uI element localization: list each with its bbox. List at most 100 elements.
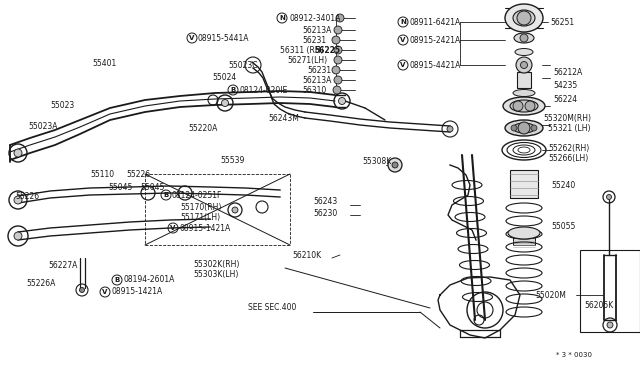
Circle shape [339, 97, 346, 105]
Bar [580, 250, 640, 332]
Text: 55303K(LH): 55303K(LH) [193, 270, 238, 279]
Circle shape [334, 56, 342, 64]
Text: 56271(LH): 56271(LH) [287, 55, 327, 64]
Text: 56231: 56231 [307, 65, 331, 74]
Text: V: V [189, 35, 195, 41]
Text: 55302K(RH): 55302K(RH) [193, 260, 239, 269]
Text: 08915-4421A: 08915-4421A [409, 61, 460, 70]
Text: 08124-020IE: 08124-020IE [239, 86, 287, 94]
Text: 55023A: 55023A [28, 122, 58, 131]
Circle shape [332, 66, 340, 74]
Text: 56205K: 56205K [584, 301, 613, 310]
Circle shape [520, 61, 527, 68]
Circle shape [334, 76, 342, 84]
Circle shape [388, 158, 402, 172]
Circle shape [607, 195, 611, 199]
Text: 56225: 56225 [314, 45, 340, 55]
Circle shape [232, 207, 238, 213]
Text: V: V [400, 62, 406, 68]
Text: 55170(RH): 55170(RH) [180, 202, 221, 212]
Text: 54235: 54235 [553, 80, 577, 90]
Ellipse shape [508, 227, 540, 239]
Ellipse shape [503, 97, 545, 115]
Ellipse shape [514, 33, 534, 43]
Circle shape [392, 162, 398, 168]
Text: 55226A: 55226A [26, 279, 56, 288]
Ellipse shape [510, 100, 538, 112]
Text: 56213A: 56213A [302, 76, 332, 84]
Text: 08915-2421A: 08915-2421A [409, 35, 460, 45]
Text: 55045: 55045 [108, 183, 132, 192]
Text: 55020M: 55020M [535, 291, 566, 299]
Text: 56212A: 56212A [553, 67, 582, 77]
Circle shape [332, 36, 340, 44]
Bar [513, 237, 535, 245]
Text: 55226: 55226 [15, 192, 39, 201]
Bar [510, 170, 538, 198]
Text: 55220A: 55220A [188, 124, 218, 132]
Circle shape [333, 86, 341, 94]
Text: 55055: 55055 [551, 221, 575, 231]
Text: B: B [163, 192, 168, 198]
Circle shape [511, 125, 517, 131]
Circle shape [517, 11, 531, 25]
Text: 55401: 55401 [92, 58, 116, 67]
Text: B: B [230, 87, 236, 93]
Text: 56227A: 56227A [48, 262, 77, 270]
Text: 56231: 56231 [302, 35, 326, 45]
Text: 55266(LH): 55266(LH) [548, 154, 588, 163]
Circle shape [334, 26, 342, 34]
Text: 56243: 56243 [313, 196, 337, 205]
Text: 55024: 55024 [212, 73, 236, 81]
Text: 56311 (RH): 56311 (RH) [280, 45, 324, 55]
Text: 55023C: 55023C [228, 61, 257, 70]
Circle shape [221, 99, 228, 106]
Text: 08912-3401A: 08912-3401A [289, 13, 340, 22]
Text: 55539: 55539 [220, 155, 244, 164]
Ellipse shape [515, 48, 533, 55]
Text: 08911-6421A: 08911-6421A [409, 17, 460, 26]
Circle shape [14, 196, 22, 204]
Text: 56310: 56310 [302, 86, 326, 94]
Text: 55240: 55240 [551, 180, 575, 189]
Circle shape [334, 46, 342, 54]
Ellipse shape [513, 10, 535, 26]
Circle shape [520, 34, 528, 42]
Text: 55171(LH): 55171(LH) [180, 212, 220, 221]
Circle shape [14, 232, 22, 240]
Ellipse shape [505, 120, 543, 136]
Text: 56251: 56251 [550, 17, 574, 26]
Ellipse shape [505, 4, 543, 32]
Circle shape [531, 125, 537, 131]
Text: 55045: 55045 [140, 183, 164, 192]
Text: 08124-0251F: 08124-0251F [172, 190, 222, 199]
Circle shape [525, 101, 535, 111]
Text: N: N [279, 15, 285, 21]
Bar [517, 72, 531, 88]
Text: 55262(RH): 55262(RH) [548, 144, 589, 153]
Text: 08915-1421A: 08915-1421A [179, 224, 230, 232]
Text: 08915-5441A: 08915-5441A [198, 33, 250, 42]
Text: 55321 (LH): 55321 (LH) [548, 124, 591, 132]
Text: N: N [400, 19, 406, 25]
Text: 08194-2601A: 08194-2601A [123, 276, 174, 285]
Text: 08915-1421A: 08915-1421A [111, 288, 163, 296]
Text: 55226: 55226 [126, 170, 150, 179]
Circle shape [518, 122, 530, 134]
Ellipse shape [513, 123, 535, 133]
Text: 56224: 56224 [553, 94, 577, 103]
Text: 55023: 55023 [50, 100, 74, 109]
Text: 56243M: 56243M [268, 113, 299, 122]
Circle shape [79, 288, 84, 292]
Text: B: B [115, 277, 120, 283]
Text: 56213A: 56213A [302, 26, 332, 35]
Text: V: V [400, 37, 406, 43]
Circle shape [607, 322, 613, 328]
Text: V: V [170, 225, 176, 231]
Ellipse shape [513, 90, 535, 96]
Circle shape [516, 57, 532, 73]
Circle shape [14, 149, 22, 157]
Text: 56230: 56230 [313, 208, 337, 218]
Text: 55308K: 55308K [362, 157, 391, 166]
Text: 55110: 55110 [90, 170, 114, 179]
